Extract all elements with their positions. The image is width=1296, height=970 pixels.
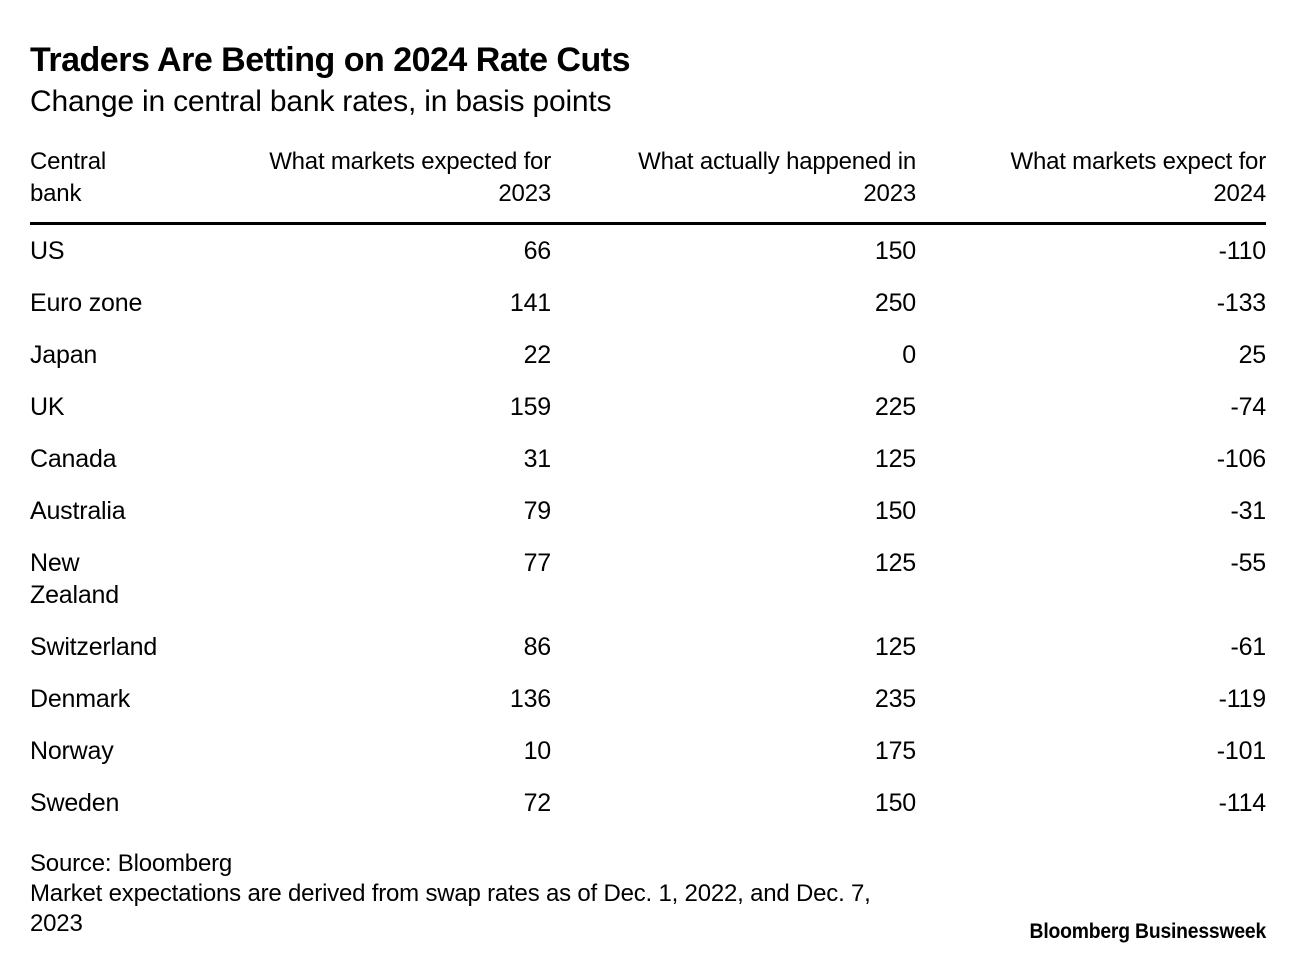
bank-cell: New Zealand (30, 549, 119, 609)
bank-cell: Denmark (30, 685, 131, 713)
value-cell: 225 (874, 393, 916, 421)
value-cell: 150 (874, 497, 916, 525)
brand-logo: Bloomberg Businessweek (1029, 920, 1267, 943)
bank-cell: Switzerland (30, 633, 158, 661)
table-row: Japan 22 0 25 (30, 329, 1266, 381)
value-cell: -110 (1218, 237, 1267, 265)
bank-cell: Euro zone (30, 289, 143, 317)
value-cell: 175 (874, 737, 916, 765)
value-cell: -101 (1216, 737, 1266, 765)
value-cell: 235 (874, 685, 916, 713)
bank-cell: Norway (30, 737, 114, 765)
table-body: US 66 150 -110 Euro zone 141 250 -133 Japan 22 0 25… (30, 224, 1266, 830)
bank-cell: Japan (30, 341, 98, 369)
value-cell: 125 (874, 633, 916, 661)
header-line: What markets expected for (269, 148, 551, 175)
header-line: 2023 (863, 180, 916, 207)
value-cell: 22 (523, 341, 552, 369)
footer: Source: Bloomberg Market expectations ar… (30, 849, 1266, 939)
chart-subtitle: Change in central bank rates, in basis p… (30, 85, 612, 118)
column-header-actual-2023: What actually happened in 2023 (551, 146, 916, 225)
value-cell: 77 (523, 549, 552, 577)
bank-cell: US (30, 237, 65, 265)
header-line: What actually happened in (638, 148, 916, 175)
table-header: Central bank What markets expected for 2… (30, 146, 1267, 225)
value-cell: 125 (874, 549, 916, 577)
value-cell: 10 (523, 737, 552, 765)
header-row: Central bank What markets expected for 2… (30, 146, 1267, 225)
value-cell: 66 (523, 237, 552, 265)
table-row: New Zealand 77 125 -55 (30, 537, 1266, 621)
value-cell: -133 (1216, 289, 1266, 317)
value-cell: 31 (523, 445, 552, 473)
column-header-expect-2024: What markets expect for 2024 (916, 146, 1267, 225)
table-row: US 66 150 -110 (30, 224, 1266, 278)
value-cell: -74 (1230, 393, 1266, 421)
value-cell: 150 (874, 237, 916, 265)
value-cell: 25 (1238, 341, 1267, 369)
value-cell: 136 (509, 685, 551, 713)
table-row: Switzerland 86 125 -61 (30, 621, 1266, 673)
value-cell: 86 (523, 633, 552, 661)
value-cell: 150 (874, 789, 916, 817)
table-row: UK 159 225 -74 (30, 381, 1266, 433)
value-cell: 72 (523, 789, 552, 817)
value-cell: -106 (1216, 445, 1266, 473)
header-line: Central (30, 148, 106, 175)
rates-table: Central bank What markets expected for 2… (30, 146, 1266, 829)
value-cell: 141 (509, 289, 551, 317)
value-cell: 159 (509, 393, 551, 421)
value-cell: -55 (1230, 549, 1266, 577)
value-cell: 250 (874, 289, 916, 317)
header-line: bank (30, 180, 82, 207)
bank-cell: Canada (30, 445, 117, 473)
value-cell: 125 (874, 445, 916, 473)
table-row: Euro zone 141 250 -133 (30, 277, 1266, 329)
table-row: Norway 10 175 -101 (30, 725, 1266, 777)
table-row: Australia 79 150 -31 (30, 485, 1266, 537)
header-line: 2023 (498, 180, 551, 207)
header-line: 2024 (1213, 180, 1266, 207)
value-cell: 79 (523, 497, 552, 525)
bank-cell: UK (30, 393, 65, 421)
column-header-expected-2023: What markets expected for 2023 (155, 146, 551, 225)
table-row: Sweden 72 150 -114 (30, 777, 1266, 829)
value-cell: -61 (1230, 633, 1266, 661)
chart-title: Traders Are Betting on 2024 Rate Cuts (30, 41, 630, 79)
methodology-note: Market expectations are derived from swa… (30, 880, 871, 937)
bank-cell: Sweden (30, 789, 120, 817)
value-cell: 0 (902, 341, 916, 369)
bank-cell: Australia (30, 497, 126, 525)
value-cell: -31 (1230, 497, 1266, 525)
table-row: Canada 31 125 -106 (30, 433, 1266, 485)
value-cell: -114 (1218, 789, 1267, 817)
header-line: What markets expect for (1010, 148, 1267, 175)
column-header-central-bank: Central bank (30, 146, 155, 225)
value-cell: -119 (1218, 685, 1267, 713)
table-row: Denmark 136 235 -119 (30, 673, 1266, 725)
source-note: Source: Bloomberg (30, 850, 233, 877)
